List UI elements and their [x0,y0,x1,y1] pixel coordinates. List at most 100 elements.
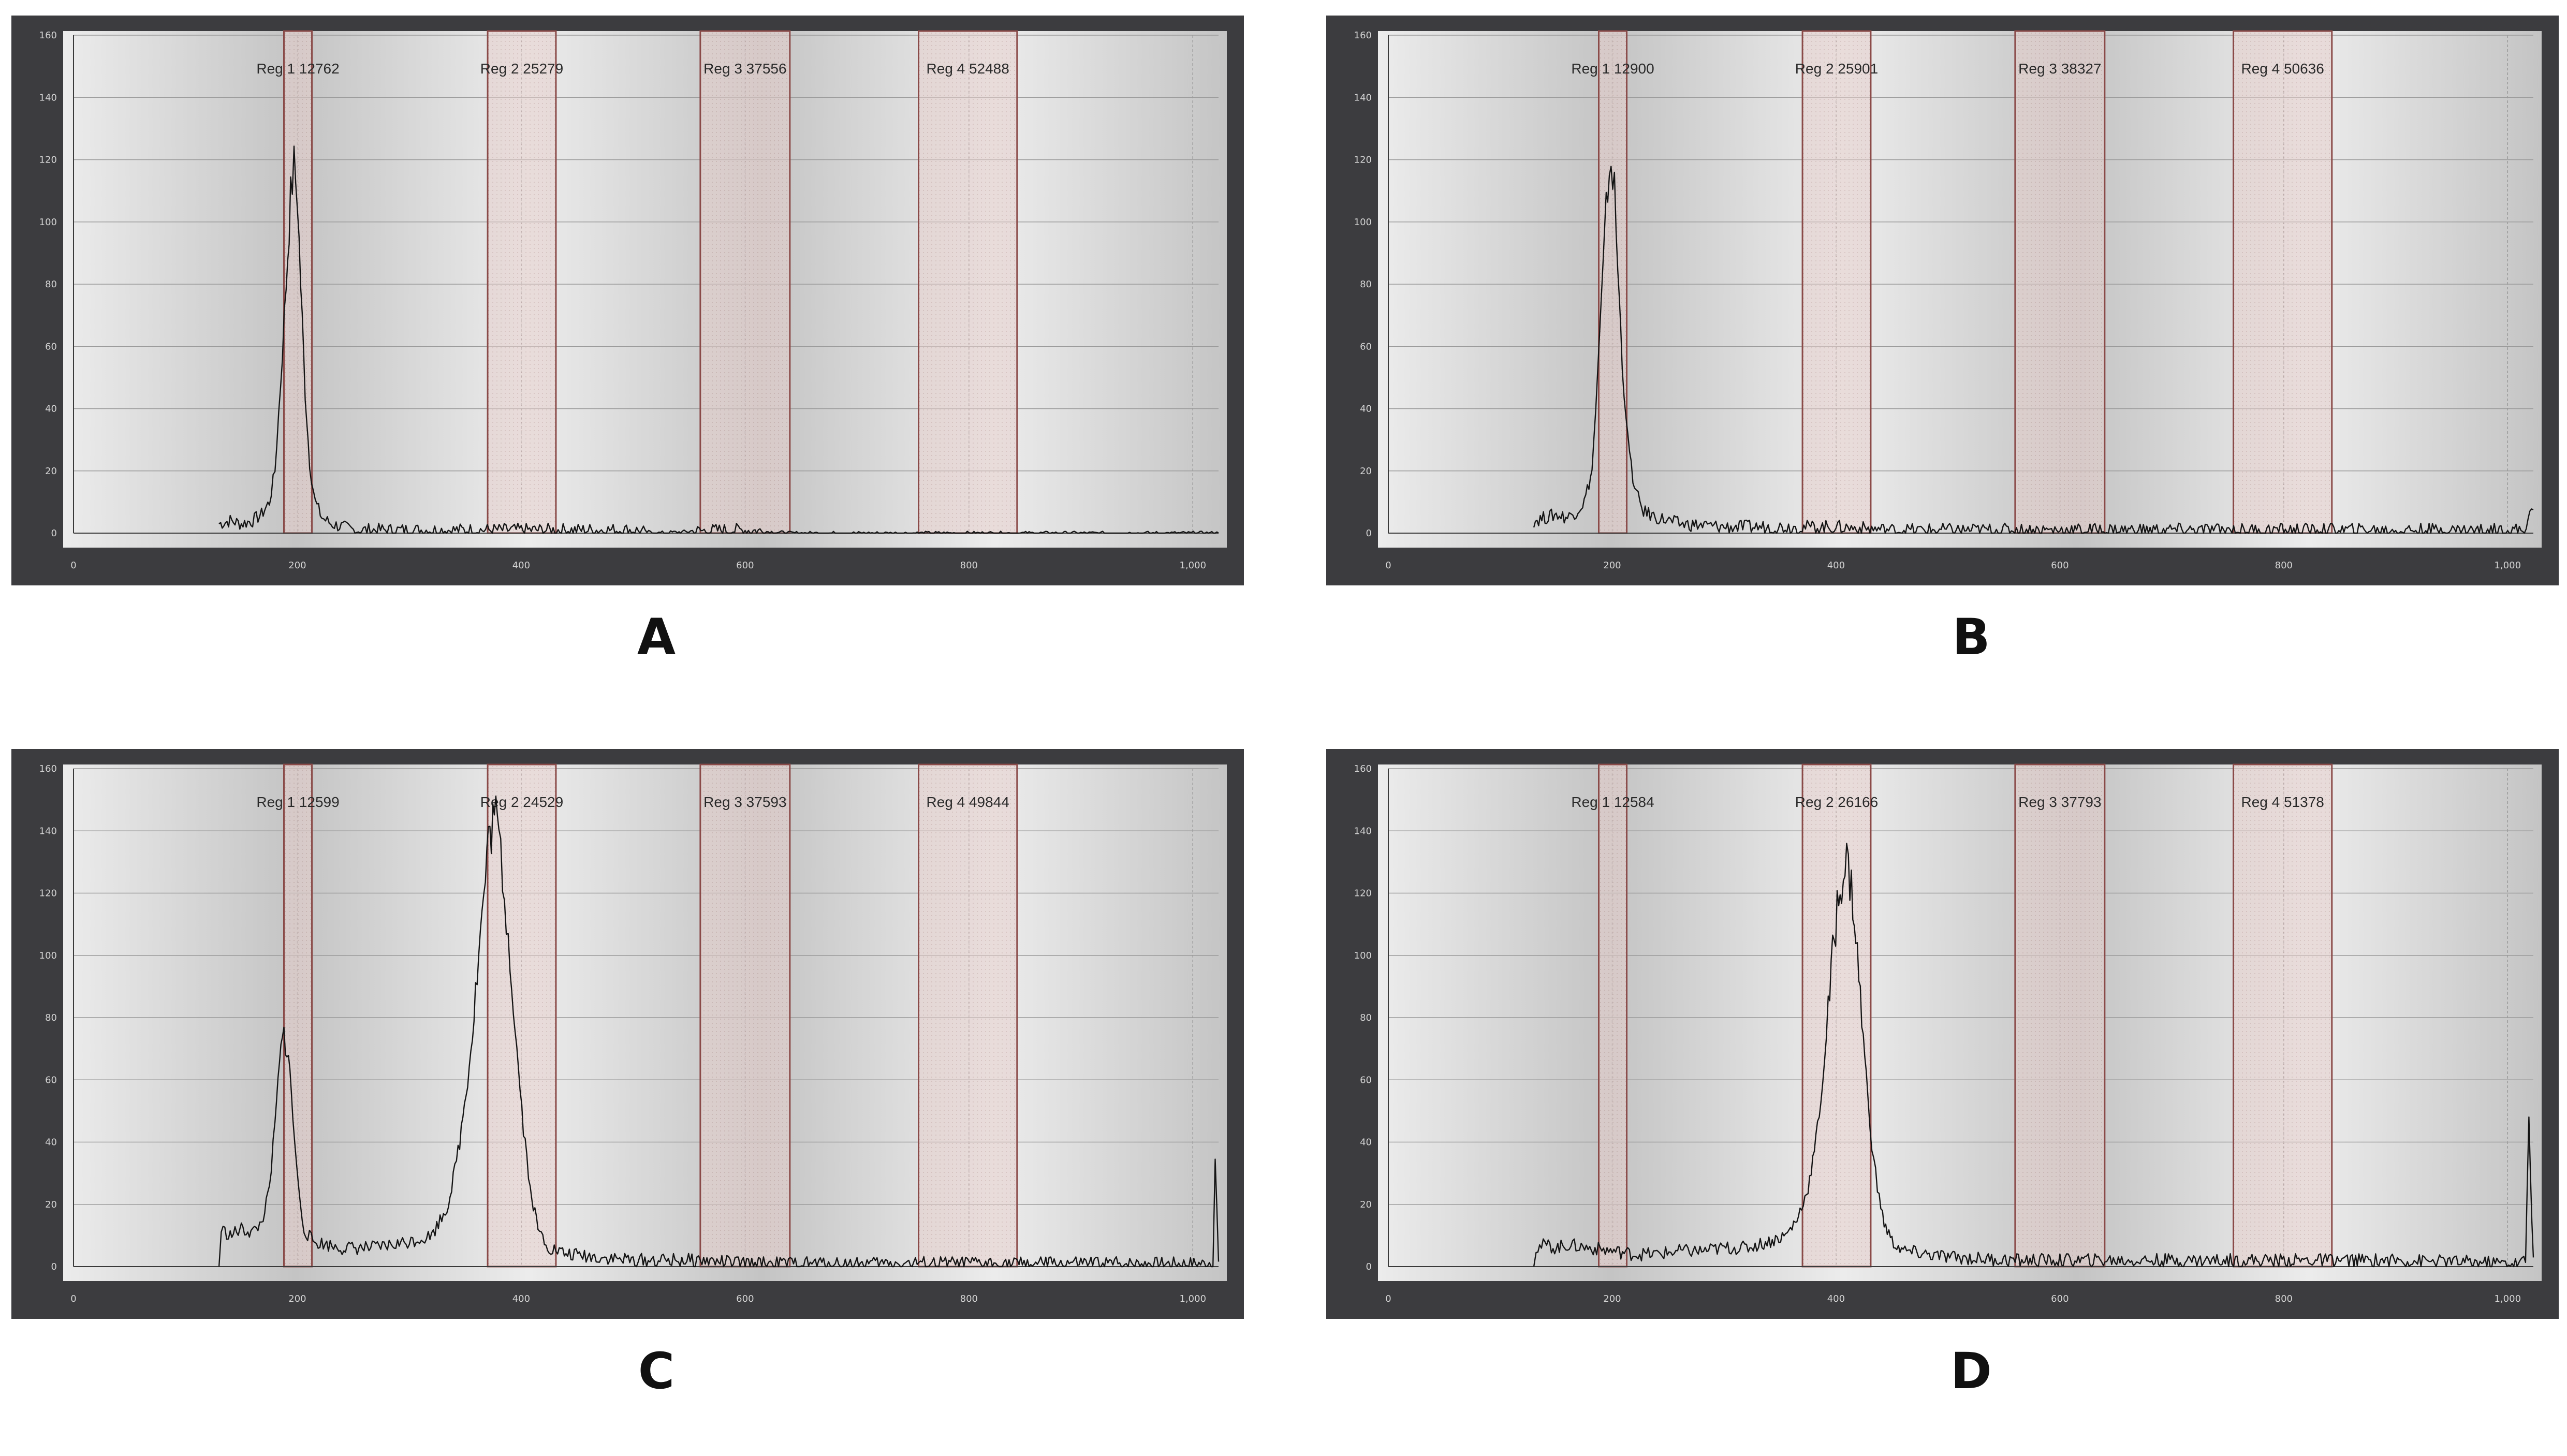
region-label: Reg 1 12599 [256,794,339,810]
region-band [283,763,313,1268]
y-tick-label: 140 [39,826,57,836]
y-tick-label: 60 [1360,1075,1372,1085]
region-band [487,763,557,1268]
x-tick-label: 0 [1385,560,1391,571]
x-tick-label: 0 [1385,1293,1391,1304]
region-label: Reg 3 37793 [2018,794,2101,810]
region-label: Reg 4 50636 [2241,61,2324,77]
region-band [2014,763,2106,1268]
x-tick-label: 0 [70,1293,76,1304]
region-label: Reg 3 37556 [703,61,786,77]
x-tick-label: 1,000 [2495,1293,2521,1304]
x-tick-label: 200 [1603,560,1621,571]
region-label: Reg 3 38327 [2018,61,2101,77]
x-tick-label: 600 [2051,560,2069,571]
panel-label-c: C [638,1342,675,1400]
plot-area [63,31,1227,548]
chart-panel-c: 0 20 40 60 80 100 120 140 160 0 200 400 600 800 1,000 R… [11,749,1244,1319]
region-label: Reg 1 12762 [256,61,339,77]
x-tick-label: 600 [2051,1293,2069,1304]
region-label: Reg 2 24529 [480,794,563,810]
y-tick-label: 160 [39,30,57,41]
y-tick-label: 120 [1354,155,1372,166]
region-band [2014,30,2106,534]
region-band [699,763,791,1268]
region-band [699,30,791,534]
x-tick-label: 800 [2275,1293,2293,1304]
x-tick-label: 800 [2275,560,2293,571]
chart-panel-d: 0 20 40 60 80 100 120 140 160 0 200 400 600 800 1,000 R… [1326,749,2559,1319]
histogram-trace [218,795,1220,1268]
x-tick-label: 1,000 [2495,560,2521,571]
y-tick-label: 140 [39,92,57,103]
region-label: Reg 4 52488 [926,61,1009,77]
y-tick-label: 0 [1366,528,1372,539]
x-tick-label: 400 [512,1293,530,1304]
y-tick-label: 100 [39,217,57,228]
y-tick-label: 160 [1354,30,1372,41]
y-tick-label: 40 [45,1137,57,1148]
region-band [1801,763,1872,1268]
histogram-trace [1533,166,2534,534]
region-band [1598,763,1628,1268]
plot-area [1378,764,2542,1281]
region-label: Reg 2 25901 [1795,61,1878,77]
plot-area [63,764,1227,1281]
y-tick-label: 20 [1360,1199,1372,1210]
region-label: Reg 2 26166 [1795,794,1878,810]
x-tick-label: 200 [1603,1293,1621,1304]
region-band [918,763,1018,1268]
histogram-trace [218,145,1219,534]
x-tick-label: 600 [736,560,754,571]
y-tick-label: 20 [45,1199,57,1210]
chart-svg: 0 20 40 60 80 100 120 140 160 0 200 400 600 800 1,000 R… [1326,749,2559,1319]
y-tick-label: 160 [39,763,57,774]
y-tick-label: 60 [45,341,57,352]
y-tick-label: 40 [45,404,57,415]
x-tick-label: 600 [736,1293,754,1304]
y-tick-label: 80 [45,279,57,290]
region-label: Reg 4 51378 [2241,794,2324,810]
plot-area [1378,31,2542,548]
region-band [918,30,1018,534]
y-tick-label: 80 [1360,279,1372,290]
y-tick-label: 0 [51,528,57,539]
panel-label-a: A [637,608,676,666]
region-label: Reg 4 49844 [926,794,1009,810]
y-tick-label: 140 [1354,92,1372,103]
region-label: Reg 3 37593 [703,794,786,810]
x-tick-label: 0 [70,560,76,571]
region-band [283,30,313,534]
panel-label-d: D [1950,1342,1992,1400]
x-tick-label: 200 [288,1293,306,1304]
region-band [2233,30,2333,534]
y-tick-label: 60 [1360,341,1372,352]
x-tick-label: 400 [1827,1293,1845,1304]
chart-svg: 0 20 40 60 80 100 120 140 160 0 200 400 600 800 1,000 R… [11,749,1244,1319]
region-label: Reg 1 12900 [1571,61,1654,77]
x-tick-label: 400 [1827,560,1845,571]
chart-panel-b: 0 20 40 60 80 100 120 140 160 0 200 400 600 800 1,000 R… [1326,16,2559,585]
region-label: Reg 2 25279 [480,61,563,77]
y-tick-label: 40 [1360,1137,1372,1148]
x-tick-label: 400 [512,560,530,571]
y-tick-label: 140 [1354,826,1372,836]
y-tick-label: 100 [1354,217,1372,228]
y-tick-label: 20 [1360,466,1372,477]
x-tick-label: 800 [960,1293,978,1304]
y-tick-label: 20 [45,466,57,477]
y-tick-label: 60 [45,1075,57,1085]
region-band [487,30,557,534]
y-tick-label: 40 [1360,404,1372,415]
chart-svg: 0 20 40 60 80 100 120 140 160 0 200 400 600 800 1,000 R… [1326,16,2559,585]
region-band [2233,763,2333,1268]
y-tick-label: 120 [1354,888,1372,899]
region-band [1801,30,1872,534]
y-tick-label: 80 [1360,1012,1372,1023]
y-tick-label: 0 [51,1261,57,1272]
y-tick-label: 160 [1354,763,1372,774]
panel-label-b: B [1952,608,1990,666]
x-tick-label: 200 [288,560,306,571]
y-tick-label: 100 [39,950,57,961]
chart-svg: 0 20 40 60 80 100 120 140 160 0 200 400 600 800 1,000 R… [11,16,1244,585]
